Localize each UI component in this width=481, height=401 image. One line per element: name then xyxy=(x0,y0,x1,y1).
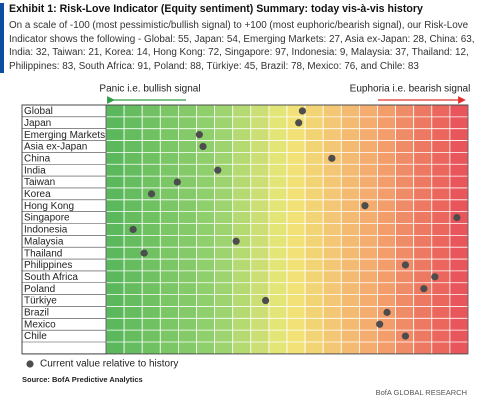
chart-title: Exhibit 1: Risk-Love Indicator (Equity s… xyxy=(9,3,423,15)
left-annotation: Panic i.e. bullish signal xyxy=(99,84,200,95)
category-label: Global xyxy=(24,106,53,117)
category-label: Türkiye xyxy=(24,296,57,307)
category-label: Poland xyxy=(24,284,55,295)
category-label: Japan xyxy=(24,118,51,129)
footer: BofA GLOBAL RESEARCH xyxy=(376,388,467,397)
label-column xyxy=(21,104,107,355)
dot xyxy=(383,308,391,316)
source: Source: BofA Predictive Analytics xyxy=(22,375,143,384)
chart-subtitle: On a scale of -100 (most pessimistic/bul… xyxy=(9,20,475,72)
dot xyxy=(295,119,303,127)
gradient-column xyxy=(177,104,197,355)
category-label: Malaysia xyxy=(24,236,64,247)
gradient-column xyxy=(304,104,324,355)
gradient-column xyxy=(449,104,469,355)
gradient-column xyxy=(340,104,360,355)
category-label: India xyxy=(24,165,46,176)
gradient-column xyxy=(250,104,270,355)
dot xyxy=(147,190,156,198)
dot xyxy=(453,213,461,222)
dot xyxy=(420,285,428,293)
gradient-column xyxy=(214,104,234,355)
category-label: Philippines xyxy=(24,260,72,271)
dot xyxy=(195,131,203,139)
category-label: Asia ex-Japan xyxy=(24,142,87,153)
dot xyxy=(173,178,181,186)
gradient-column xyxy=(286,104,306,355)
gradient-column xyxy=(159,104,179,355)
gradient-column xyxy=(431,104,451,355)
category-label: Emerging Markets xyxy=(24,130,105,141)
dot xyxy=(298,107,306,115)
dot xyxy=(129,225,137,234)
dot xyxy=(376,320,384,328)
category-label: Brazil xyxy=(24,308,49,319)
legend-marker xyxy=(26,360,34,368)
category-label: Singapore xyxy=(24,213,70,224)
gradient-column xyxy=(268,104,288,355)
gradient-column xyxy=(377,104,397,355)
category-label: Korea xyxy=(24,189,51,200)
category-label: South Africa xyxy=(24,272,78,283)
category-label: Indonesia xyxy=(24,225,68,236)
gradient-column xyxy=(413,104,433,355)
dot xyxy=(262,296,270,305)
dot xyxy=(328,154,336,162)
dot xyxy=(401,332,410,340)
plot-frame xyxy=(21,104,469,355)
dot xyxy=(232,237,240,245)
right-annotation: Euphoria i.e. bearish signal xyxy=(350,84,471,95)
gradient-column xyxy=(232,104,252,355)
gradient-column xyxy=(395,104,415,355)
dot xyxy=(140,249,148,257)
gradient-column xyxy=(196,104,216,355)
category-label: Hong Kong xyxy=(24,201,74,212)
title-bar xyxy=(0,3,4,73)
gradient-column xyxy=(358,104,378,355)
category-label: Taiwan xyxy=(24,177,55,188)
gradient-column xyxy=(322,104,342,355)
dot xyxy=(401,261,410,269)
category-label: Thailand xyxy=(24,248,62,259)
gradient-column xyxy=(105,104,125,355)
dot xyxy=(199,142,207,151)
category-label: Mexico xyxy=(24,319,56,330)
dot xyxy=(361,202,369,210)
legend-label: Current value relative to history xyxy=(40,359,178,370)
plot-grid xyxy=(21,104,469,355)
category-label: China xyxy=(24,153,51,164)
dot xyxy=(431,273,439,281)
dot xyxy=(214,166,222,174)
category-label: Chile xyxy=(24,331,47,342)
gradient-column xyxy=(141,104,161,355)
